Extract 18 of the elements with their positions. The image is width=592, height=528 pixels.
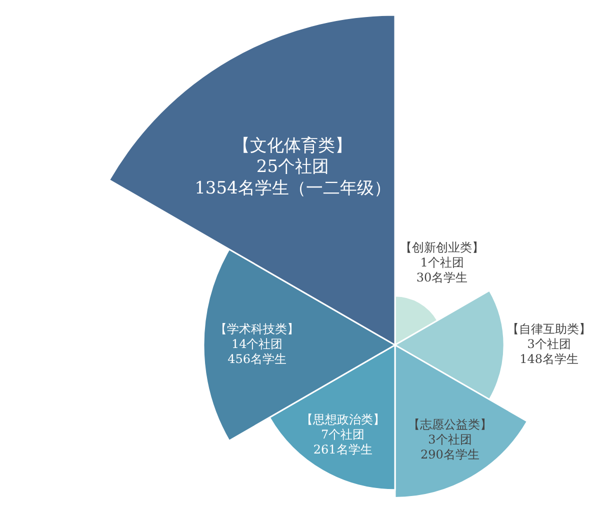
data-label: 456名学生 [228,352,287,366]
category-label: 【学术科技类】 [215,322,300,336]
category-label: 【文化体育类】 [233,136,352,156]
data-label: 261名学生 [313,442,372,456]
category-label: 【志愿公益类】 [408,417,492,432]
text: 25个社团 [256,157,330,178]
text: 3个社团 [527,337,571,352]
category-label: 【创新创业类】 [400,240,484,255]
data-label: 148名学生 [520,352,579,366]
data-label: 290名学生 [420,447,480,462]
category-label: 【自律互助类】 [507,322,592,336]
text: 3个社团 [428,432,472,446]
data-label: 30名学生 [416,270,468,285]
text: 14个社团 [231,337,283,352]
data-label: 1354名学生（一二年级） [194,178,391,198]
text: 1个社团 [420,256,464,270]
category-label: 【思想政治类】 [300,412,385,426]
text: 7个社团 [321,427,365,442]
